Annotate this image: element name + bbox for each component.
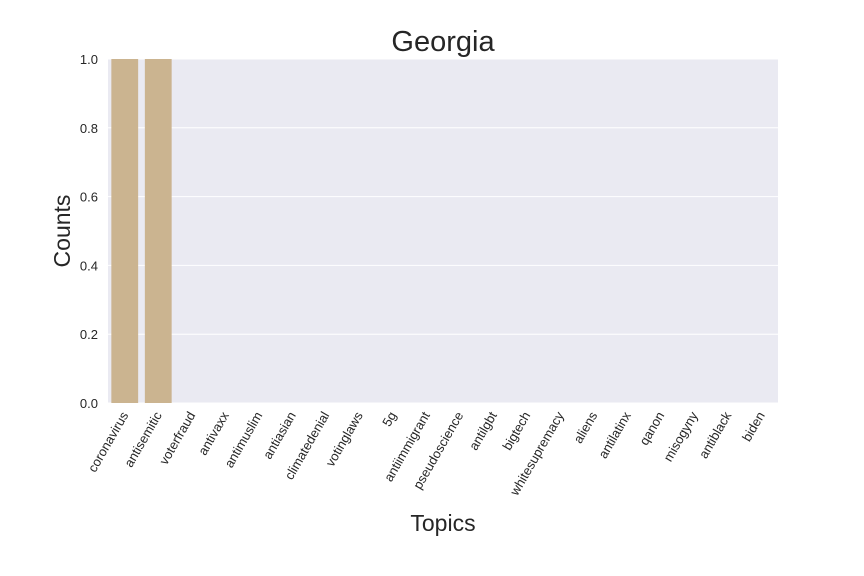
bar-antisemitic — [144, 59, 172, 403]
y-tick-label: 0.4 — [80, 258, 98, 273]
x-tick-label: biden — [739, 409, 768, 444]
x-tick-label: antilgbt — [466, 409, 500, 453]
x-tick-label: bigtech — [499, 409, 533, 453]
chart-title: Georgia — [391, 26, 495, 58]
x-tick-label: aliens — [570, 409, 600, 446]
y-tick-labels: 0.0 0.2 0.4 0.6 0.8 1.0 — [80, 52, 98, 411]
x-tick-label: qanon — [636, 409, 667, 448]
y-tick-label: 0.6 — [80, 190, 98, 205]
x-tick-label: 5g — [379, 409, 399, 429]
bar-coronavirus — [111, 59, 139, 403]
y-axis-label: Counts — [49, 195, 75, 268]
y-tick-label: 1.0 — [80, 52, 98, 67]
x-tick-label: antilatinx — [595, 409, 634, 461]
y-tick-label: 0.8 — [80, 121, 98, 136]
x-axis-label: Topics — [410, 510, 475, 536]
y-tick-label: 0.0 — [80, 396, 98, 411]
x-tick-label: antivaxx — [195, 409, 232, 458]
y-tick-label: 0.2 — [80, 327, 98, 342]
plot-area — [108, 59, 778, 403]
bars — [111, 59, 172, 403]
x-tick-labels: coronavirusantisemiticvoterfraudantivaxx… — [85, 409, 768, 499]
x-tick-label: antiblack — [696, 409, 735, 461]
grid-lines — [108, 58, 778, 404]
